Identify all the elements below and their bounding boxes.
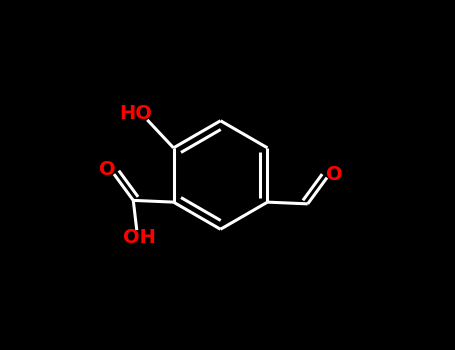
Text: OH: OH [123,228,156,247]
Text: O: O [99,160,116,180]
Text: HO: HO [120,104,152,123]
Text: O: O [326,164,343,184]
